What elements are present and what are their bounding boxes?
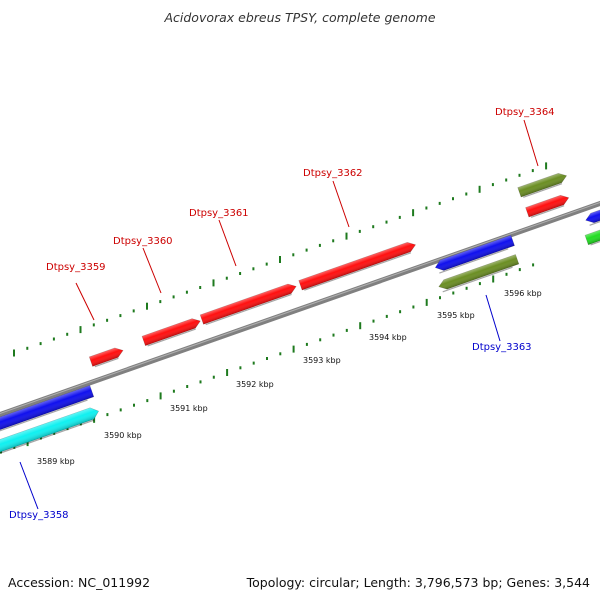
scale-label: 3595 kbp [437, 311, 475, 320]
gene-dtpsy-3360[interactable] [141, 316, 202, 347]
gene-green-right[interactable] [584, 227, 600, 246]
scale-label: 3589 kbp [37, 457, 75, 466]
gene-cyan[interactable] [0, 405, 101, 458]
genome-axis-highlight [0, 201, 600, 415]
gene-label-dtpsy-3364[interactable]: Dtpsy_3364 [495, 107, 555, 118]
gene-label-dtpsy-3361[interactable]: Dtpsy_3361 [189, 208, 249, 219]
gene-callout-line [218, 219, 237, 267]
scale-label: 3592 kbp [236, 380, 274, 389]
gene-label-dtpsy-3362[interactable]: Dtpsy_3362 [303, 168, 363, 179]
gene-label-dtpsy-3360[interactable]: Dtpsy_3360 [113, 236, 173, 247]
scale-label: 3590 kbp [104, 431, 142, 440]
topology-text: Topology: circular; Length: 3,796,573 bp… [246, 575, 590, 590]
gene-callout-line [75, 282, 95, 321]
gene-label-dtpsy-3358[interactable]: Dtpsy_3358 [9, 510, 69, 521]
gene-callout-line [19, 461, 39, 510]
gene-features [0, 171, 600, 458]
genome-axis-line [0, 200, 600, 418]
gene-label-dtpsy-3363[interactable]: Dtpsy_3363 [472, 342, 532, 353]
gene-callout-line [523, 119, 539, 167]
scale-label: 3591 kbp [170, 404, 208, 413]
gene-olive-lower[interactable] [437, 254, 520, 293]
scale-labels: 3589 kbp 3590 kbp 3591 kbp 3592 kbp 3593 kbp… [37, 289, 542, 466]
scale-label: 3593 kbp [303, 356, 341, 365]
scale-label: 3596 kbp [504, 289, 542, 298]
gene-dtpsy-3362[interactable] [298, 240, 418, 291]
gene-dtpsy-3361[interactable] [199, 282, 298, 326]
gene-label-dtpsy-3359[interactable]: Dtpsy_3359 [46, 262, 106, 273]
upper-scale-ticks [13, 162, 548, 357]
gene-callout-line [332, 180, 350, 228]
map-title: Acidovorax ebreus TPSY, complete genome [164, 10, 436, 25]
gene-dtpsy-3363[interactable] [433, 234, 515, 274]
gene-dtpsy-3359[interactable] [88, 346, 125, 368]
gene-dtpsy-3358[interactable] [0, 385, 95, 436]
gene-callout-line [142, 247, 162, 294]
lower-scale-ticks [0, 263, 535, 454]
gene-blue-right[interactable] [584, 206, 600, 226]
gene-olive-upper[interactable] [517, 171, 569, 198]
gene-dtpsy-3364[interactable] [525, 193, 571, 218]
scale-label: 3594 kbp [369, 333, 407, 342]
gene-callouts: Dtpsy_3358 Dtpsy_3359 Dtpsy_3360 Dtpsy_3361… [9, 107, 555, 521]
accession-text: Accession: NC_011992 [8, 575, 151, 590]
gene-callout-line [485, 294, 501, 342]
